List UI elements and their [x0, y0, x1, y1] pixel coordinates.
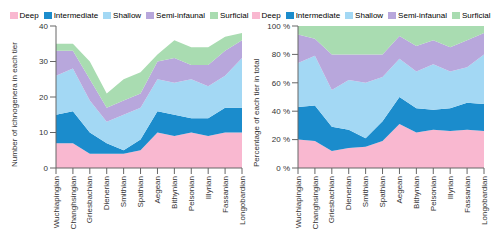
html-text:Shallow: Shallow [355, 10, 384, 20]
html-text:Semi-infaunal: Semi-infaunal [398, 10, 447, 20]
svg-text:Smithian: Smithian [119, 176, 128, 207]
svg-text:Longobardian: Longobardian [238, 176, 247, 225]
svg-text:Number of ichnogenera in each: Number of ichnogenera in each tier [10, 42, 19, 167]
svg-text:Bithynian: Bithynian [412, 176, 421, 209]
svg-text:30: 30 [39, 57, 48, 66]
svg-text:40 %: 40 % [272, 107, 290, 116]
svg-text:20: 20 [39, 93, 48, 102]
svg-text:Wuchiapingian: Wuchiapingian [52, 176, 61, 228]
svg-text:Illyrian: Illyrian [204, 176, 213, 199]
html-text:Intermediate: Intermediate [53, 10, 99, 20]
svg-text:Percentage of each tier in tot: Percentage of each tier in total [252, 58, 261, 167]
svg-text:Bithynian: Bithynian [170, 176, 179, 209]
svg-text:Pelsonian: Pelsonian [187, 176, 196, 211]
svg-text:Pelsonian: Pelsonian [429, 176, 438, 211]
svg-text:Griesbachian: Griesbachian [85, 176, 94, 223]
svg-text:Dienerian: Dienerian [102, 176, 111, 210]
svg-text:0 %: 0 % [276, 164, 290, 173]
svg-text:Dienerian: Dienerian [344, 176, 353, 210]
svg-text:40: 40 [39, 22, 48, 31]
html-text:Deep: Deep [19, 10, 39, 20]
svg-text:Griesbachian: Griesbachian [327, 176, 336, 223]
svg-text:10: 10 [39, 128, 48, 137]
svg-text:100 %: 100 % [267, 22, 290, 31]
svg-text:Fassanian: Fassanian [221, 176, 230, 213]
svg-text:Aegean: Aegean [153, 176, 162, 204]
html-text:Surficial: Surficial [462, 10, 491, 20]
svg-text:Illyrian: Illyrian [446, 176, 455, 199]
svg-text:Aegean: Aegean [395, 176, 404, 204]
svg-text:Spathian: Spathian [136, 176, 145, 208]
html-text:Intermediate: Intermediate [295, 10, 341, 20]
svg-text:80 %: 80 % [272, 50, 290, 59]
svg-text:Wuchiapingian: Wuchiapingian [294, 176, 303, 228]
html-text:Shallow: Shallow [113, 10, 142, 20]
svg-text:Smithian: Smithian [361, 176, 370, 207]
svg-text:60 %: 60 % [272, 79, 290, 88]
svg-text:Changhsingian: Changhsingian [311, 176, 320, 229]
svg-text:Changhsingian: Changhsingian [69, 176, 78, 229]
svg-text:Fassanian: Fassanian [463, 176, 472, 213]
svg-text:0: 0 [44, 164, 49, 173]
svg-text:20 %: 20 % [272, 135, 290, 144]
html-text:Deep: Deep [261, 10, 281, 20]
svg-text:Longobardian: Longobardian [480, 176, 489, 225]
html-text:Semi-infaunal: Semi-infaunal [156, 10, 205, 20]
svg-text:Spathian: Spathian [378, 176, 387, 208]
html-text:Surficial: Surficial [220, 10, 249, 20]
